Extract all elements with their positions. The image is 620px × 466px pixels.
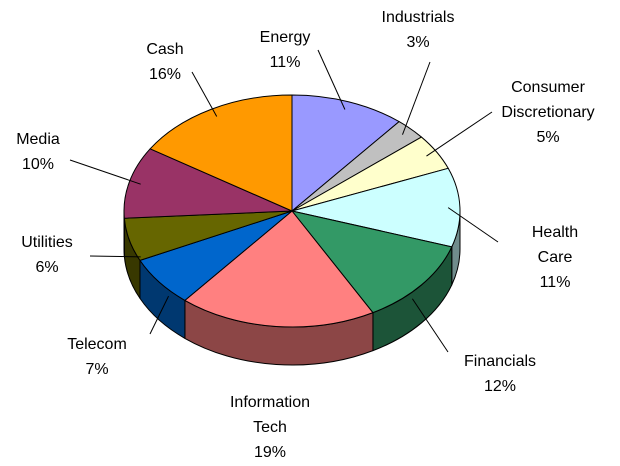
category-label: Media xyxy=(16,131,60,148)
slice xyxy=(291,210,453,314)
category-label: Telecom xyxy=(67,336,127,353)
leader-line xyxy=(426,111,493,157)
value-label: 12% xyxy=(484,378,516,395)
value-label: 3% xyxy=(406,34,429,51)
leader-line xyxy=(402,61,431,135)
leader-line xyxy=(149,295,169,335)
leader-line xyxy=(89,255,141,258)
leader-line xyxy=(411,298,449,353)
leader-line xyxy=(317,49,346,110)
value-label: 11% xyxy=(270,54,301,71)
slice xyxy=(123,148,293,219)
value-label: 10% xyxy=(22,156,54,173)
value-label: 11% xyxy=(540,274,571,291)
category-label: Industrials xyxy=(382,9,455,26)
category-label: Health Care xyxy=(532,224,578,266)
value-label: 7% xyxy=(85,361,108,378)
slice xyxy=(291,167,461,248)
category-label: Financials xyxy=(464,353,536,370)
value-label: 5% xyxy=(536,129,559,146)
slice xyxy=(184,210,374,328)
category-label: Utilities xyxy=(21,234,73,251)
leader-line xyxy=(191,71,218,117)
category-label: Cash xyxy=(146,41,183,58)
category-label: Consumer Discretionary xyxy=(501,79,594,121)
category-label: Energy xyxy=(260,29,311,46)
leader-line xyxy=(447,207,499,243)
value-label: 16% xyxy=(149,66,181,83)
slice xyxy=(291,94,400,212)
category-label: Information Tech xyxy=(230,394,310,436)
value-label: 6% xyxy=(35,259,58,276)
leader-line xyxy=(69,159,141,185)
pie-tops xyxy=(123,94,461,328)
slice xyxy=(149,94,293,212)
value-label: 19% xyxy=(254,444,286,461)
